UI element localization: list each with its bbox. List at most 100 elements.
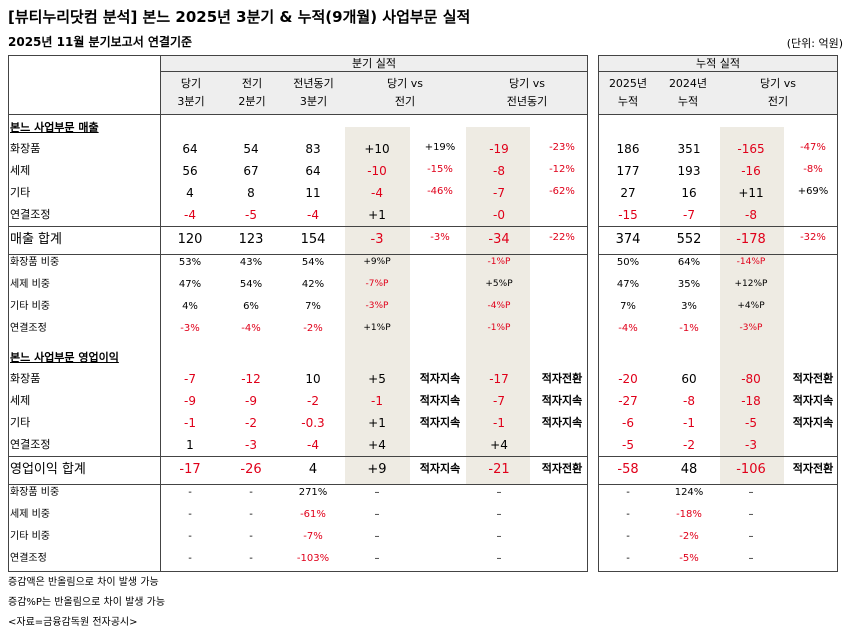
data-cell: - bbox=[188, 531, 192, 542]
data-cell: 10 bbox=[305, 372, 321, 386]
data-cell: -8 bbox=[493, 164, 505, 178]
data-cell: -15% bbox=[427, 164, 453, 175]
divider bbox=[598, 254, 838, 255]
data-cell: -5 bbox=[745, 416, 757, 430]
data-cell: -2% bbox=[303, 323, 323, 334]
data-cell: -1 bbox=[371, 394, 383, 408]
data-cell: -4% bbox=[618, 323, 638, 334]
row-label: 연결조정 bbox=[10, 438, 51, 451]
data-cell: -14%P bbox=[736, 257, 766, 267]
data-cell: +9%P bbox=[363, 257, 391, 267]
data-cell: 47% bbox=[178, 279, 202, 290]
data-cell: 193 bbox=[677, 164, 701, 178]
data-cell: -20 bbox=[618, 372, 638, 386]
data-cell: -4% bbox=[241, 323, 261, 334]
page-title: [뷰티누리닷컴 분석] 본느 2025년 3분기 & 누적(9개월) 사업부문 … bbox=[8, 8, 471, 26]
cumulative-table-border bbox=[598, 55, 838, 572]
row-label: 매출 합계 bbox=[10, 232, 62, 247]
data-cell: - bbox=[626, 509, 630, 520]
data-cell: - bbox=[249, 553, 253, 564]
data-cell: -4%P bbox=[487, 301, 511, 311]
data-cell: -6 bbox=[622, 416, 634, 430]
data-cell: 적자지속 bbox=[541, 394, 583, 407]
row-label: 영업이익 합계 bbox=[10, 462, 86, 477]
data-cell: 48 bbox=[680, 462, 698, 477]
data-cell: -3% bbox=[430, 232, 450, 243]
data-cell: +4%P bbox=[737, 301, 765, 311]
data-cell: 42% bbox=[301, 279, 325, 290]
divider bbox=[598, 456, 838, 457]
page-subtitle: 2025년 11월 분기보고서 연결기준 bbox=[8, 35, 193, 49]
column-header-line2: 누적 bbox=[677, 95, 699, 108]
column-header-line1: 당기 vs bbox=[760, 77, 796, 90]
data-cell: 154 bbox=[300, 232, 326, 247]
data-cell: 적자지속 bbox=[792, 416, 834, 429]
data-cell: -0.3 bbox=[301, 416, 325, 430]
data-cell: - bbox=[188, 487, 192, 498]
data-cell: -12% bbox=[549, 164, 575, 175]
data-cell: -4 bbox=[184, 208, 196, 222]
row-label: 화장품 bbox=[10, 142, 41, 155]
data-cell: -1%P bbox=[487, 323, 511, 333]
data-cell: -7 bbox=[683, 208, 695, 222]
data-cell: - bbox=[626, 531, 630, 542]
data-cell: -7 bbox=[493, 186, 505, 200]
data-cell: 120 bbox=[177, 232, 203, 247]
row-label: 화장품 bbox=[10, 372, 41, 385]
data-cell: -3%P bbox=[365, 301, 389, 311]
data-cell: 374 bbox=[615, 232, 641, 247]
shade-column bbox=[345, 127, 410, 484]
column-header-line2: 전기 bbox=[394, 95, 416, 108]
data-cell: -1% bbox=[679, 323, 699, 334]
column-header-line2: 전기 bbox=[767, 95, 789, 108]
divider bbox=[598, 71, 838, 72]
data-cell: 7% bbox=[620, 301, 636, 312]
op-section-title: 본느 사업부문 영업이익 bbox=[10, 351, 119, 364]
data-cell: 27 bbox=[620, 186, 636, 200]
data-cell: -18% bbox=[676, 509, 702, 520]
data-cell: 적자지속 bbox=[419, 394, 461, 407]
divider bbox=[598, 114, 838, 115]
data-cell: -7 bbox=[493, 394, 505, 408]
data-cell: 11 bbox=[305, 186, 321, 200]
data-cell: 56 bbox=[182, 164, 198, 178]
data-cell: 적자지속 bbox=[419, 416, 461, 429]
data-cell: -21 bbox=[488, 462, 510, 477]
cumulative-header-bg bbox=[598, 55, 838, 115]
data-cell: - bbox=[249, 509, 253, 520]
data-cell: -178 bbox=[736, 232, 766, 247]
row-label: 세제 bbox=[10, 164, 31, 177]
data-cell: 적자지속 bbox=[419, 372, 461, 385]
row-label: 연결조정 bbox=[10, 208, 51, 221]
data-cell: -58 bbox=[617, 462, 639, 477]
row-label: 기타 bbox=[10, 186, 31, 199]
data-cell: -4 bbox=[371, 186, 383, 200]
data-cell: – bbox=[374, 509, 380, 520]
row-label: 연결조정 bbox=[10, 553, 47, 564]
data-cell: - bbox=[249, 531, 253, 542]
data-cell: +5%P bbox=[485, 279, 513, 289]
data-cell: 적자지속 bbox=[541, 416, 583, 429]
data-cell: -2 bbox=[307, 394, 319, 408]
data-cell: 271% bbox=[298, 487, 328, 498]
column-header-line2: 2분기 bbox=[238, 95, 266, 108]
data-cell: – bbox=[496, 531, 502, 542]
data-cell: -165 bbox=[737, 142, 765, 156]
row-label: 연결조정 bbox=[10, 323, 47, 334]
data-cell: 67 bbox=[243, 164, 259, 178]
data-cell: -3 bbox=[245, 438, 257, 452]
divider bbox=[160, 71, 588, 72]
data-cell: -3 bbox=[370, 232, 384, 247]
column-header-line1: 전년동기 bbox=[293, 77, 334, 90]
data-cell: -3 bbox=[745, 438, 757, 452]
data-cell: -1%P bbox=[487, 257, 511, 267]
data-cell: -17 bbox=[179, 462, 201, 477]
data-cell: -8 bbox=[745, 208, 757, 222]
data-cell: -23% bbox=[549, 142, 575, 153]
data-cell: -19 bbox=[489, 142, 509, 156]
data-cell: -7 bbox=[184, 372, 196, 386]
data-cell: -0 bbox=[493, 208, 505, 222]
data-cell: -47% bbox=[800, 142, 826, 153]
data-cell: +1 bbox=[368, 416, 386, 430]
data-cell: -1 bbox=[184, 416, 196, 430]
